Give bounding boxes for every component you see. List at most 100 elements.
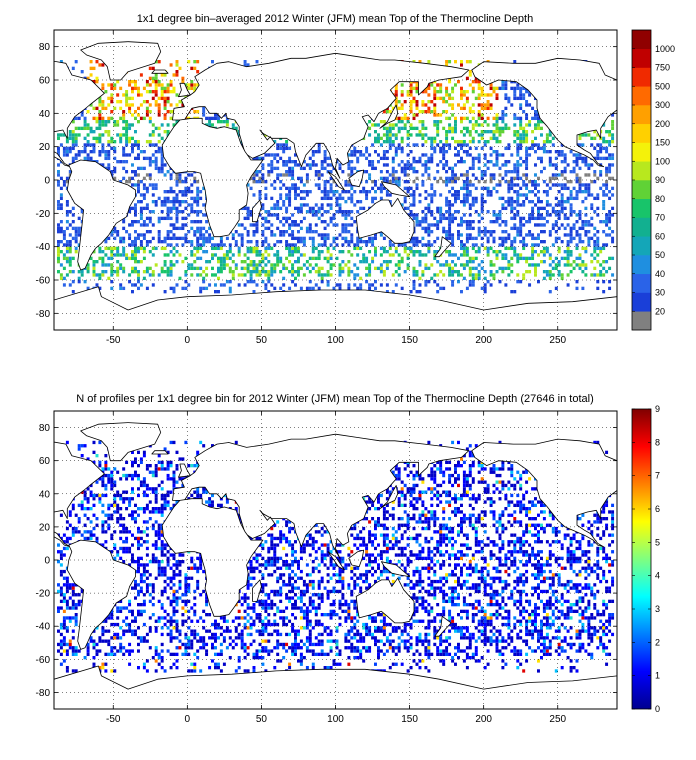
data-cell (528, 220, 532, 224)
data-cell (525, 163, 529, 167)
data-cell (341, 260, 345, 264)
data-cell (110, 233, 114, 237)
data-cell (308, 163, 312, 167)
data-cell (507, 190, 511, 194)
data-cell (471, 246, 475, 251)
data-cell (445, 150, 449, 154)
data-cell (480, 113, 484, 117)
data-cell (365, 256, 369, 261)
data-cell (341, 223, 345, 227)
data-cell (344, 213, 348, 217)
data-cell (139, 150, 143, 154)
data-cell (326, 270, 330, 274)
data-cell (317, 253, 321, 257)
data-cell (231, 126, 235, 131)
data-cell (516, 210, 520, 214)
data-cell (291, 213, 295, 217)
data-cell (489, 230, 493, 234)
data-cell (184, 206, 188, 211)
data-cell (160, 246, 164, 251)
data-cell (71, 120, 75, 124)
data-cell (439, 113, 443, 117)
data-cell (98, 250, 102, 254)
data-cell (516, 213, 520, 217)
data-cell (480, 216, 484, 221)
data-cell (513, 246, 517, 251)
data-cell (365, 266, 369, 271)
data-cell (454, 173, 457, 177)
data-cell (261, 240, 265, 244)
data-cell (261, 163, 265, 167)
data-cell (439, 220, 443, 224)
data-cell (341, 230, 345, 234)
data-cell (320, 250, 324, 254)
data-cell (125, 103, 129, 107)
data-cell (178, 66, 182, 71)
data-cell (448, 166, 452, 171)
data-cell (486, 253, 490, 257)
data-cell (397, 130, 401, 134)
data-cell (95, 283, 99, 287)
data-cell (347, 250, 351, 254)
data-cell (193, 66, 197, 71)
data-cell (157, 170, 161, 174)
data-cell (572, 153, 576, 157)
data-cell (134, 266, 137, 271)
data-cell (181, 286, 185, 291)
data-cell (350, 253, 354, 257)
data-cell (391, 133, 395, 137)
data-cell (510, 200, 514, 204)
data-cell (498, 183, 502, 187)
data-cell (486, 186, 490, 191)
data-cell (457, 80, 460, 84)
data-cell (57, 256, 60, 261)
data-cell (139, 240, 143, 244)
data-cell (137, 143, 140, 147)
data-cell (175, 216, 179, 221)
data-cell (350, 233, 354, 237)
data-cell (474, 266, 478, 271)
data-cell (107, 140, 111, 144)
data-cell (575, 196, 579, 201)
data-cell (350, 153, 354, 157)
data-cell (504, 113, 508, 117)
data-cell (385, 176, 389, 181)
data-cell (329, 190, 333, 194)
data-cell (160, 73, 164, 77)
data-cell (240, 233, 244, 237)
data-cell (59, 196, 63, 201)
data-cell (412, 200, 416, 204)
data-cell (347, 286, 351, 291)
data-cell (113, 146, 117, 151)
data-cell (590, 236, 594, 241)
data-cell (291, 223, 295, 227)
data-cell (424, 110, 428, 114)
data-cell (433, 193, 437, 197)
data-cell (578, 226, 582, 231)
data-cell (261, 243, 265, 247)
data-cell (285, 173, 289, 177)
data-cell (537, 156, 540, 161)
data-cell (397, 120, 401, 124)
data-cell (465, 193, 469, 197)
data-cell (590, 206, 594, 211)
data-cell (403, 270, 407, 274)
data-cell (596, 153, 600, 157)
data-cell (457, 160, 460, 164)
data-cell (264, 273, 268, 277)
data-cell (563, 176, 567, 181)
data-cell (501, 126, 505, 131)
data-cell (560, 210, 564, 214)
data-cell (113, 230, 117, 234)
data-cell (451, 136, 455, 141)
data-cell (119, 86, 123, 91)
data-cell (575, 176, 579, 181)
data-cell (249, 260, 253, 264)
data-cell (163, 173, 167, 177)
data-cell (501, 110, 505, 114)
data-cell (291, 280, 295, 284)
data-cell (507, 100, 511, 104)
data-cell (495, 190, 499, 194)
data-cell (575, 286, 579, 291)
data-cell (477, 263, 481, 267)
